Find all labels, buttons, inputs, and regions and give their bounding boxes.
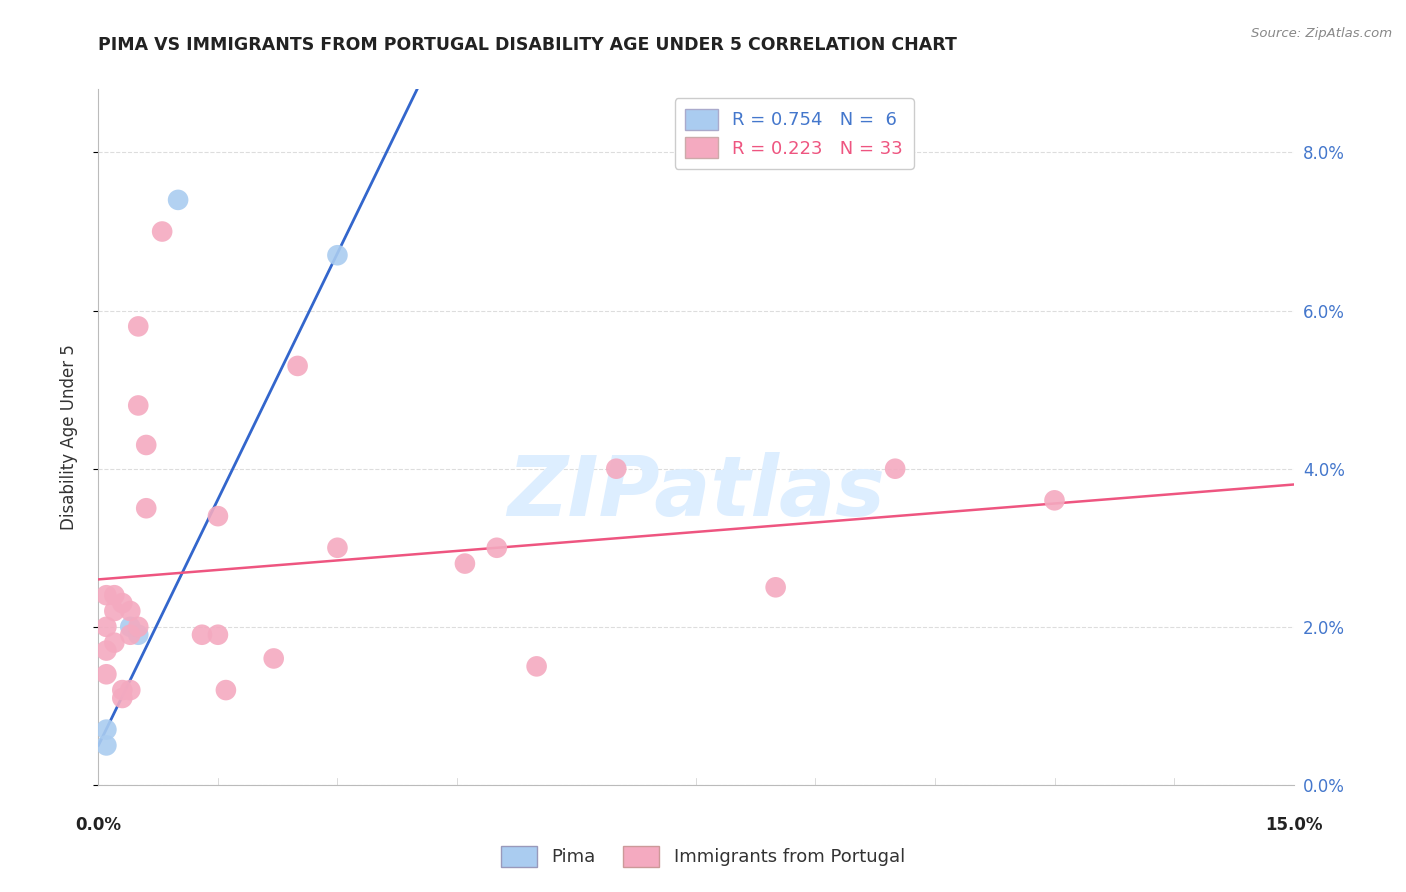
Point [526,659,548,673]
Y-axis label: Disability Age Under 5: Disability Age Under 5 [59,344,77,530]
Point [111,690,134,705]
Point [127,620,149,634]
Point [167,193,190,207]
Point [96,739,118,753]
Point [103,635,125,649]
Point [150,225,173,239]
Point [1043,493,1066,508]
Point [454,557,477,571]
Text: 0.0%: 0.0% [76,816,121,834]
Legend: Pima, Immigrants from Portugal: Pima, Immigrants from Portugal [494,838,912,874]
Point [263,651,285,665]
Point [120,628,142,642]
Text: PIMA VS IMMIGRANTS FROM PORTUGAL DISABILITY AGE UNDER 5 CORRELATION CHART: PIMA VS IMMIGRANTS FROM PORTUGAL DISABIL… [98,36,957,54]
Point [287,359,309,373]
Point [326,248,349,262]
Point [96,667,118,681]
Point [135,438,157,452]
Point [215,683,238,698]
Point [96,620,118,634]
Point [120,620,142,634]
Point [120,683,142,698]
Point [765,580,787,594]
Point [111,683,134,698]
Point [135,501,157,516]
Point [127,319,149,334]
Point [326,541,349,555]
Point [103,604,125,618]
Point [96,588,118,602]
Text: ZIPatlas: ZIPatlas [508,452,884,533]
Point [485,541,508,555]
Point [111,596,134,610]
Point [191,628,214,642]
Point [127,399,149,413]
Text: 15.0%: 15.0% [1265,816,1322,834]
Point [605,461,627,475]
Point [207,509,229,524]
Point [127,628,149,642]
Text: Source: ZipAtlas.com: Source: ZipAtlas.com [1251,27,1392,40]
Point [96,643,118,657]
Point [120,604,142,618]
Point [207,628,229,642]
Point [884,461,907,475]
Legend: R = 0.754   N =  6, R = 0.223   N = 33: R = 0.754 N = 6, R = 0.223 N = 33 [675,98,914,169]
Point [96,723,118,737]
Point [103,588,125,602]
